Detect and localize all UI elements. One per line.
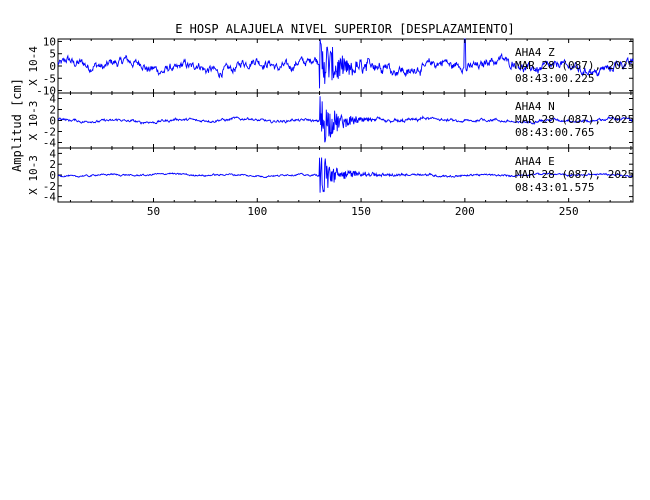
y-tick-label: 2: [49, 158, 56, 171]
time-label: 08:43:01.575: [515, 181, 594, 194]
time-label: 08:43:00.225: [515, 72, 594, 85]
scale-label: X 10-3: [27, 155, 40, 195]
waveform-trace: [57, 157, 634, 193]
y-tick-label: -4: [43, 137, 57, 150]
y-tick-label: 2: [49, 104, 56, 117]
scale-label: X 10-3: [27, 101, 40, 141]
waveform-trace: [57, 38, 634, 89]
x-tick-label: 50: [147, 205, 160, 218]
date-label: MAR 28 (087), 2025: [515, 59, 634, 72]
chart-title: E HOSP ALAJUELA NIVEL SUPERIOR [DESPLAZA…: [175, 22, 515, 36]
channel-label: AHA4 E: [515, 155, 555, 168]
y-tick-label: 4: [49, 93, 56, 106]
channel-label: AHA4 N: [515, 100, 555, 113]
y-tick-label: -5: [43, 72, 56, 85]
x-tick-label: 200: [455, 205, 475, 218]
y-tick-label: 0: [49, 60, 56, 73]
y-tick-label: 4: [49, 147, 56, 160]
scale-label: X 10-4: [27, 46, 40, 86]
date-label: MAR 28 (087), 2025: [515, 113, 634, 126]
channel-label: AHA4 Z: [515, 46, 555, 59]
x-tick-label: 150: [351, 205, 371, 218]
waveform-trace: [57, 96, 634, 143]
y-tick-label: -2: [43, 126, 56, 139]
y-axis-label: Amplitud [cm]: [10, 78, 24, 172]
date-label: MAR 28 (087), 2025: [515, 168, 634, 181]
y-tick-label: -4: [43, 191, 57, 204]
y-tick-label: 5: [49, 48, 56, 61]
time-label: 08:43:00.765: [515, 126, 594, 139]
y-tick-label: -2: [43, 180, 56, 193]
x-tick-label: 250: [559, 205, 579, 218]
x-axis: 50 100 150 200 250: [69, 39, 632, 218]
y-tick-label: 0: [49, 115, 56, 128]
y-tick-label: -10: [36, 85, 56, 98]
y-tick-label: 0: [49, 169, 56, 182]
x-tick-label: 100: [247, 205, 267, 218]
y-tick-label: 10: [43, 35, 56, 48]
